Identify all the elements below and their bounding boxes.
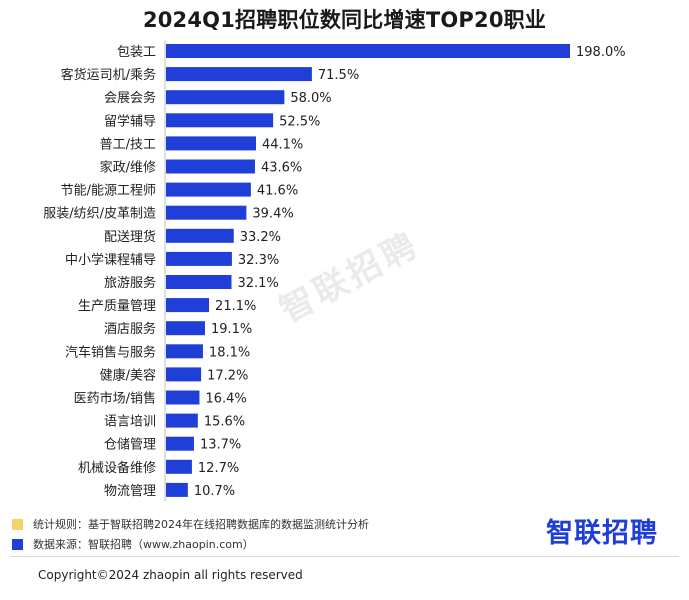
category-label: 包装工	[117, 45, 156, 60]
data-label: 33.2%	[240, 230, 281, 245]
bar	[166, 390, 200, 405]
bar	[166, 367, 202, 382]
note-source-text: 数据来源：智联招聘（www.zhaopin.com）	[33, 538, 254, 551]
brand-logo: 智联招聘	[546, 511, 658, 550]
category-label: 语言培训	[104, 414, 156, 430]
category-label: 物流管理	[104, 484, 156, 499]
category-label: 医药市场/销售	[74, 391, 156, 407]
data-label: 198.0%	[576, 45, 626, 60]
category-label: 旅游服务	[104, 275, 156, 291]
bar	[166, 182, 251, 197]
category-label: 仓储管理	[104, 438, 156, 453]
bar	[166, 67, 312, 82]
data-label: 41.6%	[257, 184, 298, 199]
note-source-swatch	[12, 538, 23, 550]
data-label: 71.5%	[318, 68, 359, 83]
category-label: 生产质量管理	[78, 299, 156, 314]
bar	[166, 228, 234, 243]
category-label: 健康/美容	[100, 367, 156, 383]
category-label: 留学辅导	[104, 113, 156, 129]
category-label: 会展会务	[104, 90, 156, 106]
data-label: 39.4%	[252, 207, 293, 222]
bar-chart: 包装工 198.0% 客货运司机/乘务 71.5% 会展会务 58.0% 留学辅导 52.5%…	[43, 41, 626, 501]
bar	[166, 275, 232, 289]
category-label: 酒店服务	[104, 321, 156, 337]
data-label: 52.5%	[279, 114, 320, 129]
bar	[166, 113, 274, 128]
data-label: 44.1%	[262, 137, 303, 152]
copyright-text: Copyright©2024 zhaopin all rights reserv…	[38, 568, 303, 582]
bar	[166, 436, 194, 451]
note-source: 数据来源：智联招聘（www.zhaopin.com）	[12, 534, 369, 554]
note-rule-text: 统计规则：基于智联招聘2024年在线招聘数据库的数据监测统计分析	[33, 518, 369, 531]
data-label: 43.6%	[261, 161, 302, 176]
data-label: 13.7%	[200, 438, 241, 453]
category-label: 汽车销售与服务	[65, 344, 156, 360]
bar	[166, 44, 570, 58]
data-label: 17.2%	[207, 368, 248, 383]
data-label: 58.0%	[290, 91, 331, 106]
bar	[166, 136, 256, 151]
category-label: 普工/技工	[100, 137, 156, 152]
bar	[166, 205, 247, 220]
data-label: 32.3%	[238, 253, 279, 268]
bar	[166, 459, 192, 474]
data-label: 10.7%	[194, 484, 235, 499]
chart-notes: 统计规则：基于智联招聘2024年在线招聘数据库的数据监测统计分析 数据来源：智联…	[12, 514, 369, 554]
bar	[166, 413, 198, 428]
data-label: 19.1%	[211, 322, 252, 337]
category-label: 客货运司机/乘务	[61, 67, 156, 83]
category-label: 家政/维修	[100, 160, 156, 176]
note-rule: 统计规则：基于智联招聘2024年在线招聘数据库的数据监测统计分析	[12, 514, 369, 534]
bar	[166, 482, 188, 497]
bar	[166, 344, 203, 359]
category-label: 中小学课程辅导	[65, 252, 156, 268]
bar	[166, 90, 285, 105]
category-label: 服装/纺织/皮革制造	[43, 207, 156, 222]
category-label: 节能/能源工程师	[61, 184, 156, 199]
data-label: 18.1%	[209, 345, 250, 360]
note-rule-swatch	[12, 518, 23, 530]
chart-title: 2024Q1招聘职位数同比增速TOP20职业	[142, 8, 547, 32]
bar	[166, 321, 205, 336]
data-label: 16.4%	[205, 392, 246, 407]
footer-divider	[10, 556, 679, 557]
category-label: 配送理货	[104, 229, 156, 245]
brand-name: 智联招聘	[546, 518, 658, 549]
bar	[166, 159, 255, 174]
data-label: 15.6%	[204, 415, 245, 430]
data-label: 21.1%	[215, 299, 256, 314]
bar	[166, 298, 210, 313]
category-label: 机械设备维修	[78, 460, 156, 476]
bar	[166, 251, 232, 266]
data-label: 32.1%	[237, 276, 278, 291]
data-label: 12.7%	[198, 461, 239, 476]
